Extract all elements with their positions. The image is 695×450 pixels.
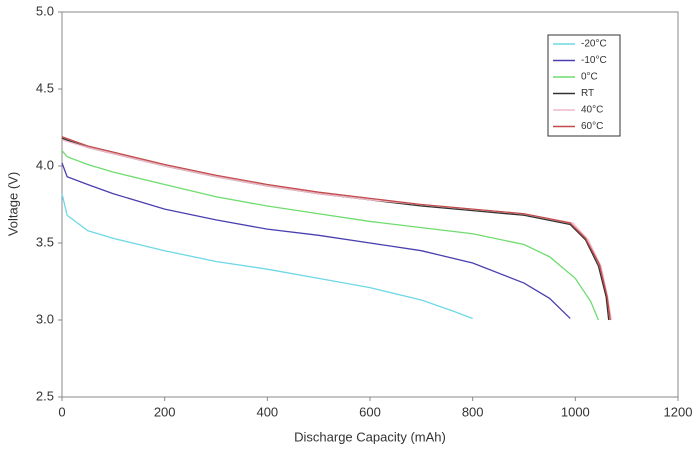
series-line	[61, 193, 473, 320]
x-tick-label: 200	[154, 404, 176, 419]
legend-label: RT	[581, 88, 594, 99]
legend-label: 60°C	[581, 121, 603, 132]
legend-label: -20°C	[581, 39, 607, 50]
y-tick-label: 2.5	[36, 388, 54, 403]
legend-label: 0°C	[581, 72, 598, 83]
x-tick-label: 800	[462, 404, 484, 419]
series-line	[61, 150, 600, 321]
x-tick-label: 600	[359, 404, 381, 419]
legend-label: 40°C	[581, 105, 603, 116]
x-tick-label: 400	[256, 404, 278, 419]
series-line	[61, 139, 612, 321]
x-tick-label: 0	[58, 404, 65, 419]
legend-label: -10°C	[581, 55, 607, 66]
y-tick-label: 3.0	[36, 311, 54, 326]
y-tick-label: 5.0	[36, 3, 54, 18]
y-tick-label: 4.0	[36, 157, 54, 172]
x-tick-label: 1200	[664, 404, 693, 419]
y-tick-label: 4.5	[36, 80, 54, 95]
series-line	[61, 137, 610, 321]
series-line	[61, 162, 571, 319]
x-axis-label: Discharge Capacity (mAh)	[294, 429, 446, 444]
legend-box	[547, 34, 621, 137]
y-axis-label: Voltage (V)	[5, 172, 20, 236]
series-line	[61, 136, 611, 321]
y-tick-label: 3.5	[36, 234, 54, 249]
x-tick-label: 1000	[561, 404, 590, 419]
